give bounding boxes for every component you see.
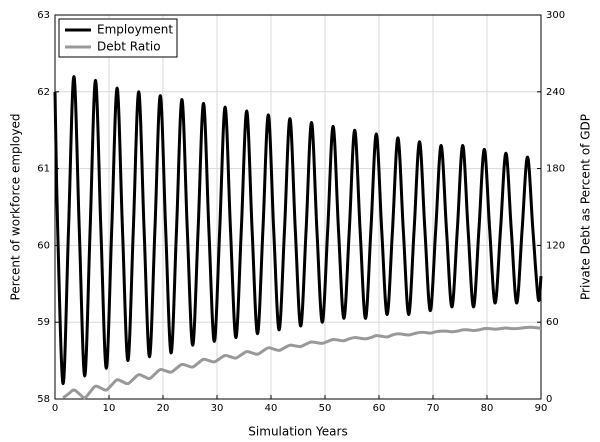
x-tick-label: 40 [265, 403, 278, 414]
x-tick-label: 0 [52, 403, 58, 414]
x-axis-label: Simulation Years [248, 425, 347, 439]
series-line [62, 325, 542, 400]
x-tick-label: 10 [103, 403, 116, 414]
y-tick-label: 62 [37, 87, 50, 98]
plot-frame [54, 14, 542, 400]
legend-label: Debt Ratio [97, 40, 161, 54]
x-tick-label: 60 [373, 403, 386, 414]
y-tick-label: 59 [37, 317, 50, 328]
x-tick-label: 80 [481, 403, 494, 414]
legend-label: Employment [97, 23, 173, 37]
x-tick-label: 90 [535, 403, 548, 414]
y2-tick-label: 120 [546, 240, 565, 251]
y-tick-label: 63 [37, 10, 50, 21]
x-tick-label: 70 [427, 403, 440, 414]
y2-tick-label: 180 [546, 164, 565, 175]
y2-tick-label: 300 [546, 10, 565, 21]
y2-axis-label: Private Debt as Percent of GDP [579, 114, 593, 300]
series-line [53, 74, 543, 386]
y-tick-label: 60 [37, 240, 50, 251]
x-tick-label: 50 [319, 403, 332, 414]
x-tick-label: 30 [211, 403, 224, 414]
y-tick-label: 58 [37, 394, 50, 405]
y2-tick-label: 60 [546, 317, 559, 328]
legend-box [58, 18, 178, 58]
y2-tick-label: 0 [546, 394, 552, 405]
x-tick-label: 20 [157, 403, 170, 414]
y2-tick-label: 240 [546, 87, 565, 98]
y-tick-label: 61 [37, 164, 50, 175]
y-axis-label: Percent of workforce employed [9, 114, 23, 301]
